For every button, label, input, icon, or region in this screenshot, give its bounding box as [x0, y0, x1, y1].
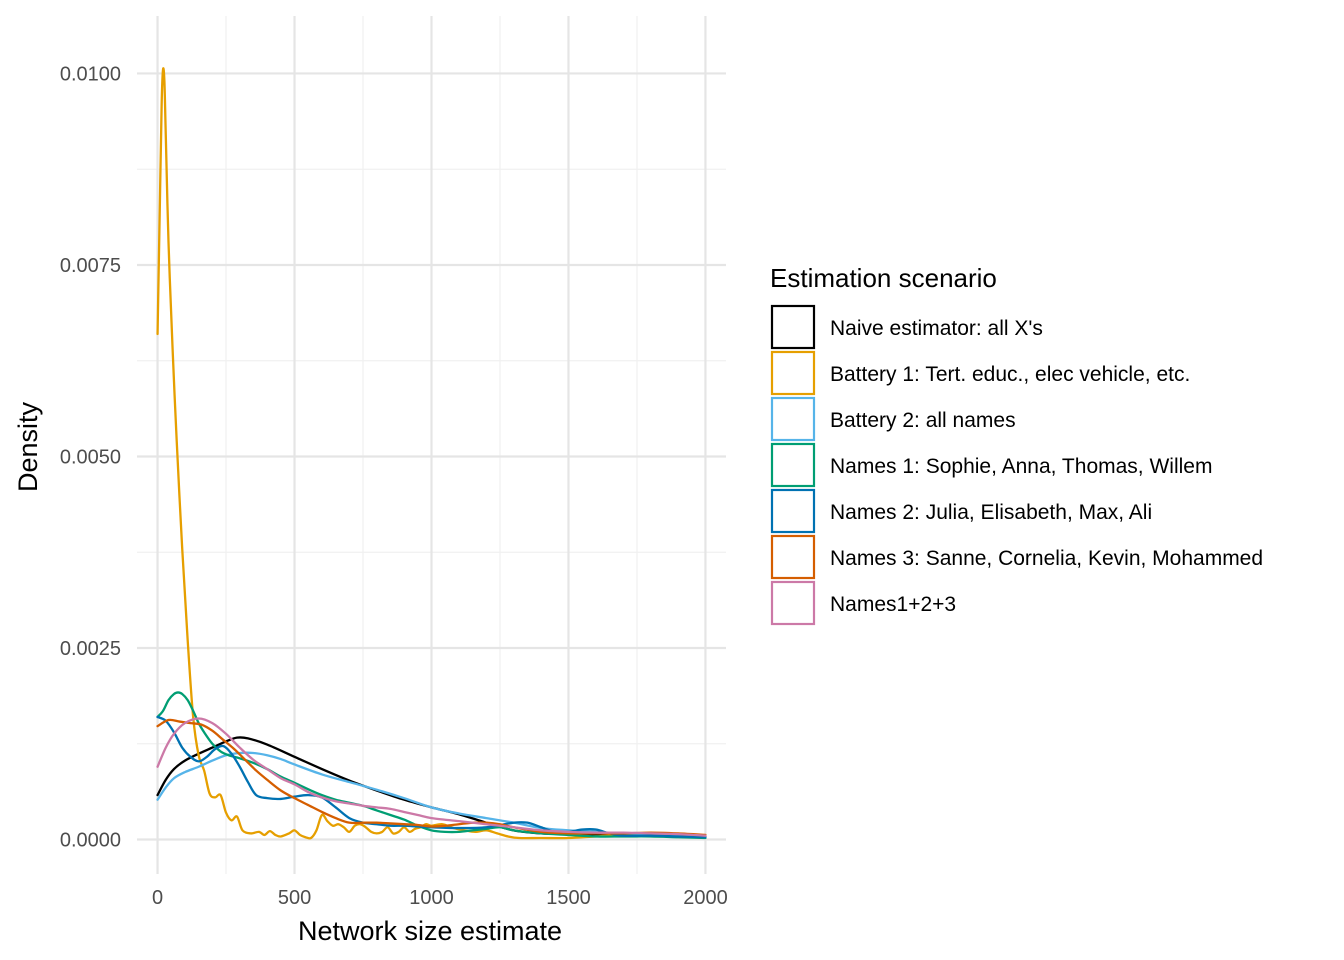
- x-tick-label: 1000: [409, 887, 454, 909]
- legend-label: Battery 1: Tert. educ., elec vehicle, et…: [830, 363, 1190, 386]
- grid: [137, 16, 726, 874]
- density-line-6: [156, 718, 707, 837]
- density-line-7: [156, 717, 707, 837]
- y-tick-label: 0.0000: [60, 830, 121, 852]
- y-tick-label: 0.0100: [60, 63, 121, 85]
- y-tick-label: 0.0075: [60, 255, 121, 277]
- legend-label: Names 3: Sanne, Cornelia, Kevin, Mohamme…: [830, 547, 1263, 570]
- x-tick-label: 1500: [546, 887, 591, 909]
- x-tick-label: 0: [152, 887, 163, 909]
- density-line-4: [156, 691, 707, 840]
- y-axis-ticks: 0.0000 0.0025 0.0050 0.0075 0.0100: [60, 63, 121, 851]
- y-axis-title: Density: [13, 401, 43, 492]
- legend-label: Names1+2+3: [830, 593, 956, 616]
- x-tick-label: 500: [278, 887, 311, 909]
- legend-key: [770, 442, 816, 488]
- density-line-5: [156, 715, 707, 839]
- legend-label: Naive estimator: all X's: [830, 317, 1043, 340]
- legend-key: [770, 304, 816, 350]
- legend-label: Names 2: Julia, Elisabeth, Max, Ali: [830, 501, 1152, 524]
- legend-key: [770, 350, 816, 396]
- y-tick-label: 0.0050: [60, 446, 121, 468]
- legend-label: Battery 2: all names: [830, 409, 1016, 432]
- x-axis-title: Network size estimate: [298, 916, 562, 946]
- x-axis-ticks: 0 500 1000 1500 2000: [152, 887, 728, 909]
- legend-key: [770, 580, 816, 626]
- legend-label: Names 1: Sophie, Anna, Thomas, Willem: [830, 455, 1212, 478]
- y-tick-label: 0.0025: [60, 638, 121, 660]
- legend: Estimation scenario Naive estimator: all…: [770, 263, 1263, 626]
- legend-key: [770, 396, 816, 442]
- density-lines: [156, 67, 707, 840]
- legend-key: [770, 488, 816, 534]
- x-tick-label: 2000: [683, 887, 728, 909]
- legend-title: Estimation scenario: [770, 263, 997, 293]
- legend-key: [770, 534, 816, 580]
